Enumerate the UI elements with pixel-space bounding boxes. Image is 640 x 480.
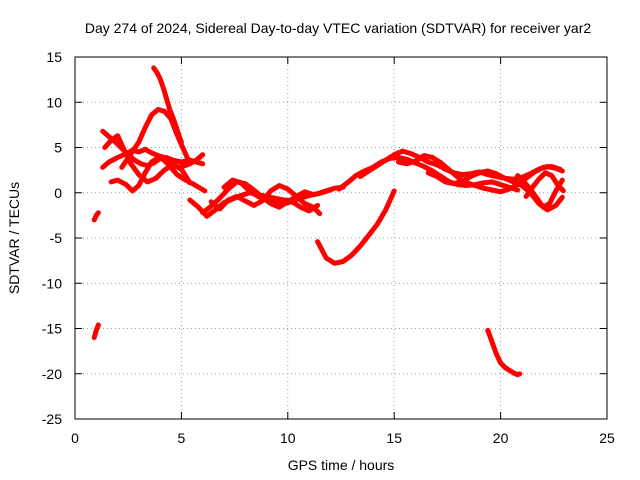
- series-track-18: [515, 173, 565, 210]
- series-track-2: [91, 322, 101, 341]
- y-tick-label: 10: [46, 94, 62, 110]
- series-track-8: [151, 65, 184, 145]
- x-tick-label: 25: [599, 430, 615, 446]
- series-track-19: [523, 170, 566, 199]
- series-track-6: [108, 154, 208, 194]
- series-track-1: [91, 210, 101, 223]
- y-tick-label: -20: [42, 366, 62, 382]
- y-tick-label: -25: [42, 411, 62, 427]
- x-axis-label: GPS time / hours: [288, 457, 395, 473]
- y-axis-label: SDTVAR / TECUs: [6, 182, 22, 294]
- series-track-16: [396, 153, 563, 195]
- x-tick-label: 0: [71, 430, 79, 446]
- series-track-4: [100, 146, 206, 170]
- series-track-13: [315, 188, 397, 266]
- series-track-11: [208, 183, 323, 217]
- x-tick-label: 10: [280, 430, 296, 446]
- x-tick-label: 5: [178, 430, 186, 446]
- data-series: [91, 65, 566, 378]
- x-tick-label: 20: [493, 430, 509, 446]
- y-tick-label: -5: [50, 230, 63, 246]
- grid: [75, 57, 607, 419]
- y-tick-label: -10: [42, 275, 62, 291]
- y-tick-label: -15: [42, 321, 62, 337]
- series-track-20: [485, 327, 523, 378]
- chart-title: Day 274 of 2024, Sidereal Day-to-day VTE…: [85, 20, 591, 36]
- y-tick-label: 15: [46, 49, 62, 65]
- axis-ticks: 0 5 10 15 20 25 -25 -20 -15 -10 -5 0 5 10 15: [42, 49, 615, 446]
- series-track-12: [221, 177, 321, 214]
- y-tick-label: 5: [54, 140, 62, 156]
- y-tick-label: 0: [54, 185, 62, 201]
- x-tick-label: 15: [386, 430, 402, 446]
